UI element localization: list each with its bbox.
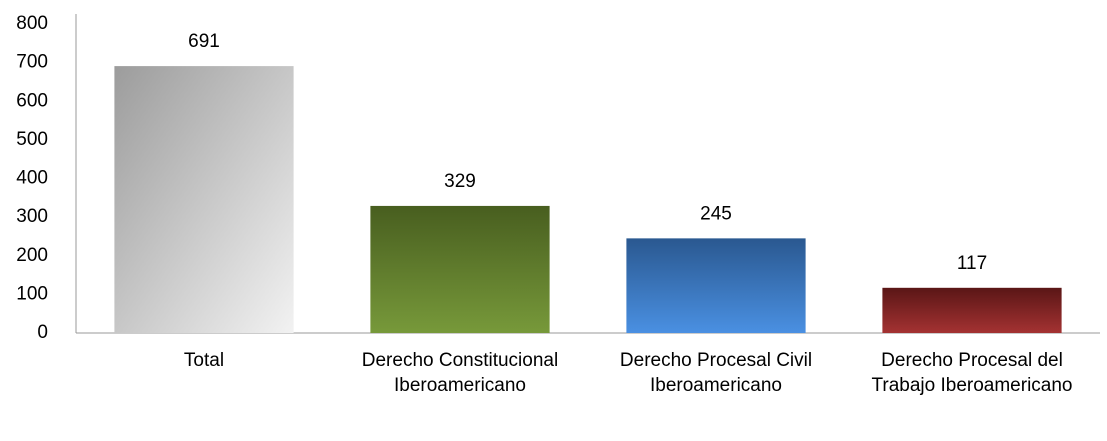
y-tick-label: 100 bbox=[16, 283, 48, 304]
y-tick-label: 400 bbox=[16, 168, 48, 189]
value-label: 691 bbox=[188, 31, 220, 52]
y-tick-label: 0 bbox=[37, 322, 48, 343]
y-tick-label: 200 bbox=[16, 245, 48, 266]
bar bbox=[882, 287, 1062, 333]
y-tick-label: 700 bbox=[16, 52, 48, 73]
value-label: 245 bbox=[700, 203, 732, 224]
bar bbox=[626, 238, 806, 333]
x-tick-label: Derecho Procesal Civil Iberoamericano bbox=[619, 350, 813, 396]
bar bbox=[114, 66, 294, 333]
value-label: 329 bbox=[444, 171, 476, 192]
y-tick-label: 600 bbox=[16, 90, 48, 111]
bar bbox=[370, 205, 550, 333]
y-tick-label: 800 bbox=[16, 13, 48, 34]
x-tick-label: Derecho Procesal del Trabajo Iberoameric… bbox=[871, 350, 1073, 396]
y-tick-label: 300 bbox=[16, 206, 48, 227]
y-tick-label: 500 bbox=[16, 129, 48, 150]
x-tick-label: Derecho Constitucional Iberoamericano bbox=[361, 350, 559, 396]
value-label: 117 bbox=[957, 253, 987, 274]
x-tick-label: Total bbox=[183, 350, 225, 371]
